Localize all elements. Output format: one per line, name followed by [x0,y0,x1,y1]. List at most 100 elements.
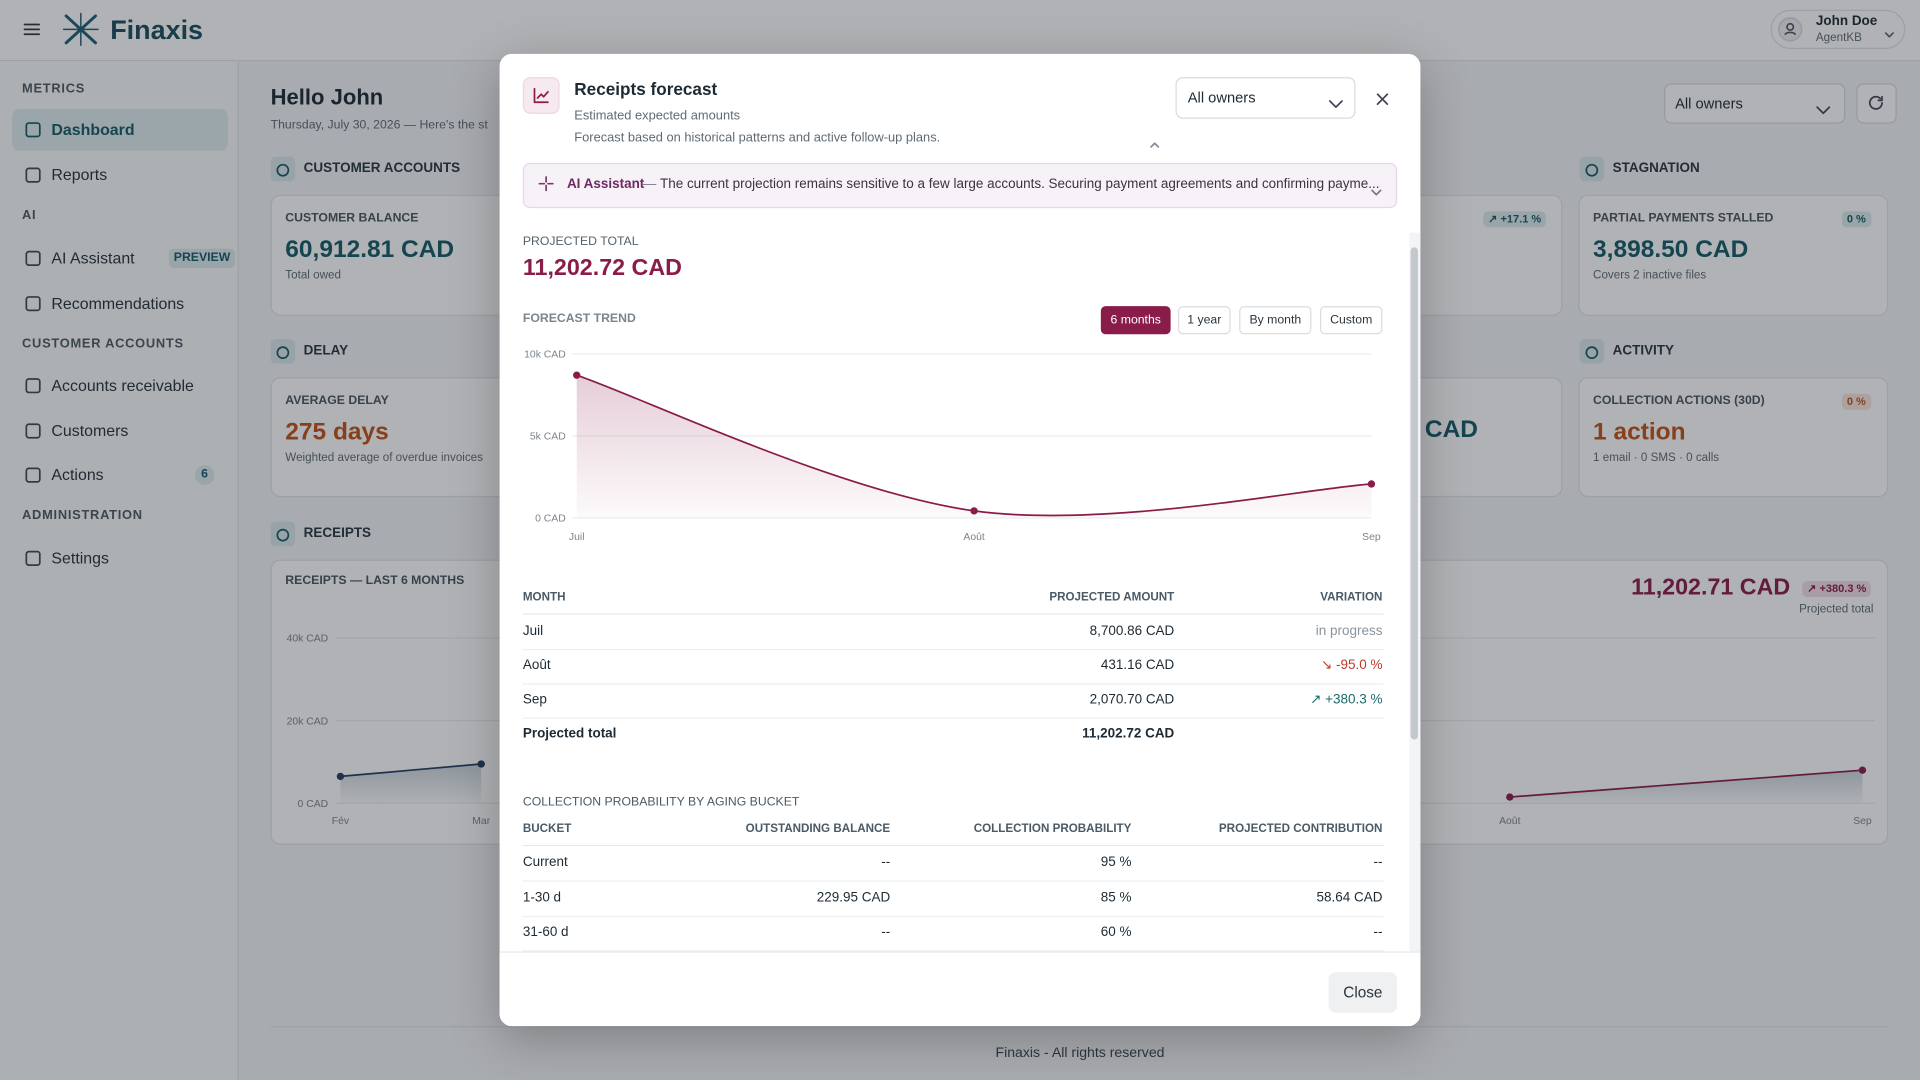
period-button[interactable] [1100,306,1171,335]
card [270,194,516,316]
period-label[interactable]: By month [1249,312,1302,327]
table-rule [522,613,1384,615]
card-badge: 0 % [1841,211,1871,228]
refresh-icon [1867,94,1884,111]
ai-chevron [1370,181,1382,196]
nav-item[interactable]: AI Assistant [51,248,135,268]
card [270,377,516,498]
modal-icon-glyph [533,87,550,104]
area [1509,770,1863,804]
nav-item[interactable]: Customers [51,421,129,440]
period-label[interactable]: 6 months [1110,312,1161,327]
section-glyph [276,527,291,542]
date-line: Thursday, July 30, 2026 — Here's the st [270,118,488,133]
card-badge: ↗ +17.1 % [1483,211,1547,228]
owner-select[interactable] [1664,83,1846,124]
table-cell: 2,070.70 CAD [1089,692,1175,708]
nav-item[interactable]: Actions [51,465,104,484]
table-cell: 85 % [1100,890,1132,905]
sidebar-section-title: ADMINISTRATION [22,507,143,523]
table-cell: -- [1373,924,1383,940]
nav-item[interactable]: Accounts receivable [51,376,194,395]
card-sub: 1 email · 0 SMS · 0 calls [1593,450,1720,465]
section-title: CUSTOMER ACCOUNTS [303,160,461,176]
close-label[interactable]: Close [1343,983,1383,1001]
period-label[interactable]: 1 year [1187,312,1222,327]
table-cell: 1-30 d [522,890,562,905]
section-title: DELAY [303,343,349,359]
table-cell: ↗ +380.3 % [1310,692,1383,708]
period-button[interactable] [1239,306,1312,335]
ai-separator: — [642,176,657,192]
y-tick-label: 0 CAD [298,799,329,810]
nav-item[interactable]: Reports [51,165,108,184]
nav-icon [24,295,41,312]
table-cell: -- [881,924,891,940]
period-button[interactable] [1177,306,1231,335]
close-icon[interactable] [1375,91,1390,106]
card-sub: Covers 2 inactive files [1593,268,1707,283]
card-badge: 0 % [1841,393,1871,410]
close-button[interactable] [1328,972,1398,1013]
x-tick-label: Fév [332,816,350,827]
table-header: BUCKET [522,822,572,836]
point [477,760,485,768]
card-label: COLLECTION ACTIONS (30D) [1593,394,1765,408]
table-total: Projected total [522,726,617,742]
table-rule [522,844,1384,847]
user-name: John Doe [1815,13,1878,29]
table-header: PROJECTED AMOUNT [1049,590,1175,605]
nav-item[interactable]: Dashboard [51,120,135,139]
card-value: 275 days [285,418,389,446]
table-cell: in progress [1315,623,1383,639]
point [1506,793,1514,801]
point [336,772,345,781]
refresh-button[interactable] [1856,83,1897,124]
section-glyph [1584,162,1599,177]
menu-icon[interactable] [22,20,42,40]
point [1367,480,1376,488]
x-tick-label: Sep [1853,816,1872,827]
greeting: Hello John [270,84,384,110]
table-rule [522,915,1384,917]
ai-banner[interactable] [522,162,1398,209]
section-title: ACTIVITY [1612,343,1675,359]
period-button[interactable] [1320,306,1383,335]
ai-sparkle [538,175,555,192]
table-total: 11,202.72 CAD [1082,726,1175,742]
receipts-badge: ↗ +380.3 % [1802,581,1872,597]
bucket-title: COLLECTION PROBABILITY BY AGING BUCKET [522,795,800,810]
brand: Finaxis [110,14,204,46]
footer-rule [270,1026,1889,1028]
table-rule [522,950,1384,952]
nav-item-active[interactable] [12,108,228,151]
y-tick-label: 40k CAD [287,634,329,645]
nav-icon [24,377,41,394]
section-icon [1579,339,1605,364]
owner-select-value: All owners [1675,95,1743,113]
user-chevron [1883,24,1895,38]
section-glyph [276,162,291,177]
table-header: OUTSTANDING BALANCE [745,822,891,836]
user-avatar [1777,17,1803,42]
nav-icon [24,422,41,439]
card-label: CUSTOMER BALANCE [285,211,419,226]
receipts-total: 11,202.71 CAD [1631,575,1791,601]
table-cell: 8,700.86 CAD [1089,623,1175,639]
line-chart: 0 CAD 5k CAD 10k CAD Juil Août Sep [524,350,1381,543]
card-value: 1 action [1593,418,1686,446]
card [1578,194,1889,316]
ai-label: AI Assistant [566,176,645,192]
nav-item[interactable]: Settings [51,548,109,568]
nav-icon [24,250,41,267]
line [340,763,482,778]
modal-footer [499,951,1421,1027]
receipts-total-label: Projected total [1799,602,1874,617]
table-header: PROJECTED CONTRIBUTION [1218,822,1383,836]
nav-item[interactable]: Recommendations [51,294,185,313]
collapse-caret[interactable] [1150,132,1160,148]
nav-badge: PREVIEW [168,248,236,269]
modal-owner-select[interactable] [1175,77,1356,119]
period-label[interactable]: Custom [1330,312,1373,327]
nav-icon [24,167,41,184]
